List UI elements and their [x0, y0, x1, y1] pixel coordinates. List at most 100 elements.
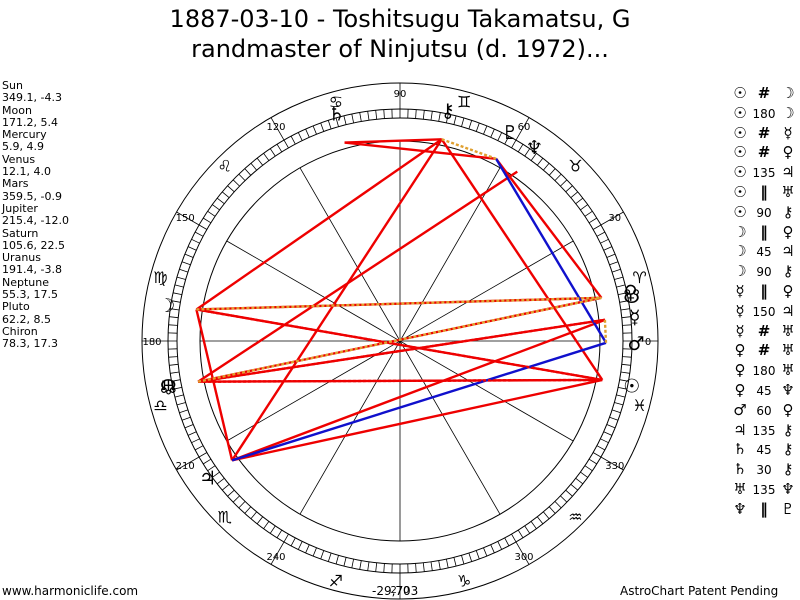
aspect-planet-1: ☿	[735, 321, 745, 340]
zodiac-sign-glyph: ♑	[457, 572, 471, 591]
planet-glyph: ♂	[627, 333, 644, 355]
aspect-type: 135	[752, 482, 776, 497]
aspect-row: ☉ 135 ♃	[728, 163, 798, 183]
aspect-planet-2: ♃	[781, 242, 795, 261]
degree-label: 270	[390, 585, 409, 596]
degree-label: 30	[608, 213, 621, 224]
aspect-line	[195, 138, 443, 311]
planet-position: 62.2, 8.5	[2, 312, 51, 326]
aspect-planet-1: ☉	[733, 182, 747, 201]
degree-label: 240	[266, 552, 285, 563]
degree-label: 300	[514, 552, 533, 563]
aspect-planet-2: ♅	[781, 321, 795, 340]
aspect-planet-2: ♀	[782, 222, 794, 241]
aspect-planet-2: ☿	[783, 123, 793, 142]
aspect-type: 30	[756, 463, 772, 478]
aspect-line	[344, 138, 442, 144]
degree-label: 120	[266, 122, 285, 133]
planet-entry-saturn: Saturn 105.6, 22.5	[2, 227, 69, 253]
aspect-line	[231, 318, 606, 462]
aspect-type: 135	[752, 166, 776, 181]
degree-label: 90	[394, 89, 407, 100]
chart-title-line-1: 1887-03-10 - Toshitsugu Takamatsu, G	[169, 5, 631, 33]
aspect-row: ♀ # ♅	[728, 341, 798, 361]
aspect-planet-1: ♅	[733, 479, 747, 498]
aspect-type: #	[757, 341, 771, 360]
zodiac-sign-glyph: ♎	[153, 396, 167, 415]
zodiac-sign-glyph: ♊	[457, 92, 471, 111]
aspect-row: ☉ 180 ☽	[728, 104, 798, 124]
aspect-line	[197, 296, 602, 383]
zodiac-sign-glyph: ♈	[632, 268, 646, 287]
aspect-list: ☉ # ☽ ☉ 180 ☽ ☉ # ☿ ☉ # ♀ ☉ 135 ♃ ☉ ‖ ♅ ☉ 90 ⚷ ☽ ‖ ♀ ☽ 45 ♃ ☽ 90 ⚷ ☿ ‖ ♀…	[728, 84, 798, 520]
planet-name: Mercury	[2, 128, 47, 142]
aspect-planet-2: ♆	[781, 479, 795, 498]
aspect-type: 180	[752, 106, 776, 121]
aspect-planet-1: ♀	[734, 341, 746, 360]
aspect-planet-1: ☉	[733, 143, 747, 162]
aspect-type: ‖	[760, 499, 768, 518]
zodiac-sign-glyph: ♓	[632, 396, 646, 415]
planet-entry-chiron: Chiron 78.3, 17.3	[2, 325, 69, 351]
aspect-type: ‖	[760, 222, 768, 241]
aspect-planet-1: ☉	[733, 163, 747, 182]
aspect-planet-2: ⚷	[782, 420, 794, 439]
planet-glyph: ☽	[158, 295, 175, 317]
planet-position: 215.4, -12.0	[2, 214, 69, 228]
aspect-type: #	[757, 321, 771, 340]
planet-position: 191.4, -3.8	[2, 263, 62, 277]
planet-glyph: ⚷	[441, 100, 455, 122]
aspect-planet-1: ♀	[734, 380, 746, 399]
aspect-line	[344, 141, 497, 160]
aspect-line	[231, 138, 443, 461]
aspect-row: ♂ 60 ♀	[728, 401, 798, 421]
aspect-planet-2: ♃	[781, 163, 795, 182]
aspect-planet-2: ⚷	[782, 440, 794, 459]
aspect-line	[197, 318, 606, 383]
aspect-planet-1: ☉	[733, 103, 747, 122]
aspect-planet-2: ☽	[781, 103, 795, 122]
aspect-type: ‖	[760, 182, 768, 201]
zodiac-sign-glyph: ♒	[568, 507, 582, 526]
aspect-planet-1: ☉	[733, 84, 747, 102]
planet-glyph: ♃	[199, 468, 216, 490]
planet-position: 171.2, 5.4	[2, 115, 58, 129]
aspect-planet-1: ☿	[735, 301, 745, 320]
planet-glyph: ☉	[623, 376, 640, 398]
degree-label: 180	[142, 337, 161, 348]
sign-boundary	[270, 541, 285, 565]
planet-glyph: ♀	[624, 282, 638, 304]
zodiac-sign-glyph: ♍	[153, 268, 167, 287]
planet-entry-neptune: Neptune 55.3, 17.5	[2, 276, 69, 302]
planet-glyph: ♇	[502, 122, 519, 144]
aspect-row: ♀ 180 ♅	[728, 361, 798, 381]
aspect-planet-1: ☿	[735, 281, 745, 300]
planet-glyph: ☋	[623, 286, 640, 308]
aspect-type: 45	[756, 245, 772, 260]
degree-ticks	[168, 109, 632, 573]
zodiac-sign-glyph: ♐	[329, 572, 343, 591]
aspect-line	[231, 378, 603, 462]
degree-label: 330	[605, 461, 624, 472]
planet-entry-pluto: Pluto 62.2, 8.5	[2, 301, 69, 326]
planet-position: 55.3, 17.5	[2, 288, 58, 302]
planet-name: Pluto	[2, 300, 30, 314]
planet-entry-sun: Sun 349.1, -4.3	[2, 79, 69, 105]
aspect-planet-2: ♀	[782, 400, 794, 419]
aspect-row: ☉ # ☽	[728, 84, 798, 104]
planet-glyph: ♅	[160, 378, 177, 400]
zodiac-sign-glyph: ♏	[217, 507, 231, 526]
aspect-type: 150	[752, 304, 776, 319]
planet-glyph: ♄	[328, 104, 345, 126]
planet-position: 78.3, 17.3	[2, 337, 58, 351]
planet-entry-venus: Venus 12.1, 4.0	[2, 153, 69, 179]
aspect-row: ☿ 150 ♃	[728, 302, 798, 322]
zodiac-sign-glyph: ♌	[217, 157, 231, 176]
aspect-line	[197, 170, 518, 383]
aspect-planet-1: ♄	[733, 460, 747, 479]
sign-boundary	[515, 117, 530, 141]
aspect-type: 135	[752, 423, 776, 438]
aspect-row: ☉ # ♀	[728, 143, 798, 163]
aspect-planet-1: ♀	[734, 361, 746, 380]
